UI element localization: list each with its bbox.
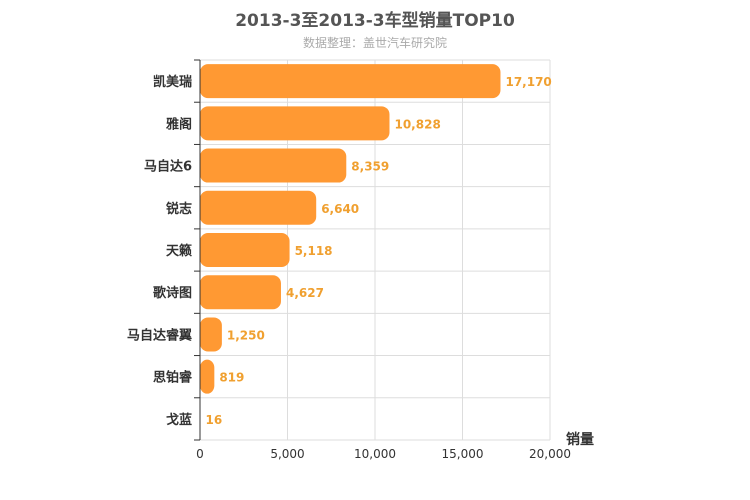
bar [200, 359, 215, 394]
x-tick-label: 5,000 [270, 447, 304, 461]
category-label: 戈蓝 [166, 412, 192, 428]
category-label: 天籁 [166, 243, 192, 259]
chart-subtitle: 数据整理：盖世汽车研究院 [302, 36, 447, 50]
category-label: 歌诗图 [153, 285, 192, 301]
data-label: 17,170 [505, 75, 551, 89]
bar [200, 64, 501, 99]
data-label: 4,627 [286, 286, 324, 300]
data-label: 8,359 [351, 160, 389, 174]
x-tick-label: 10,000 [354, 447, 396, 461]
category-label: 马自达6 [144, 159, 192, 175]
bar [200, 317, 222, 352]
chart-title: 2013-3至2013-3车型销量TOP10 [235, 11, 515, 31]
bar [200, 233, 290, 267]
data-label: 10,828 [394, 117, 440, 131]
axis-title: 销量 [566, 431, 594, 448]
data-label: 5,118 [295, 244, 333, 258]
category-label: 思铂睿 [153, 370, 193, 386]
x-tick-label: 15,000 [442, 447, 484, 461]
bar [200, 190, 317, 225]
x-tick-label: 20,000 [529, 447, 571, 461]
grid-layer [194, 59, 551, 441]
bar [200, 275, 281, 310]
bar [200, 106, 390, 141]
category-label: 马自达睿翼 [127, 327, 192, 343]
data-label: 6,640 [321, 202, 359, 216]
data-label: 16 [206, 413, 223, 427]
category-label: 凯美瑞 [153, 74, 192, 90]
data-label: 819 [219, 371, 244, 385]
category-label: 锐志 [166, 201, 192, 217]
bar-layer [200, 64, 501, 436]
bar [200, 148, 347, 183]
x-tick-label: 0 [196, 447, 204, 461]
data-label: 1,250 [227, 328, 265, 342]
category-label: 雅阁 [166, 116, 192, 132]
label-layer: 凯美瑞 17,170 雅阁 10,828 马自达6 8,359 锐志 6,640 天籁 5,118… [127, 74, 571, 461]
